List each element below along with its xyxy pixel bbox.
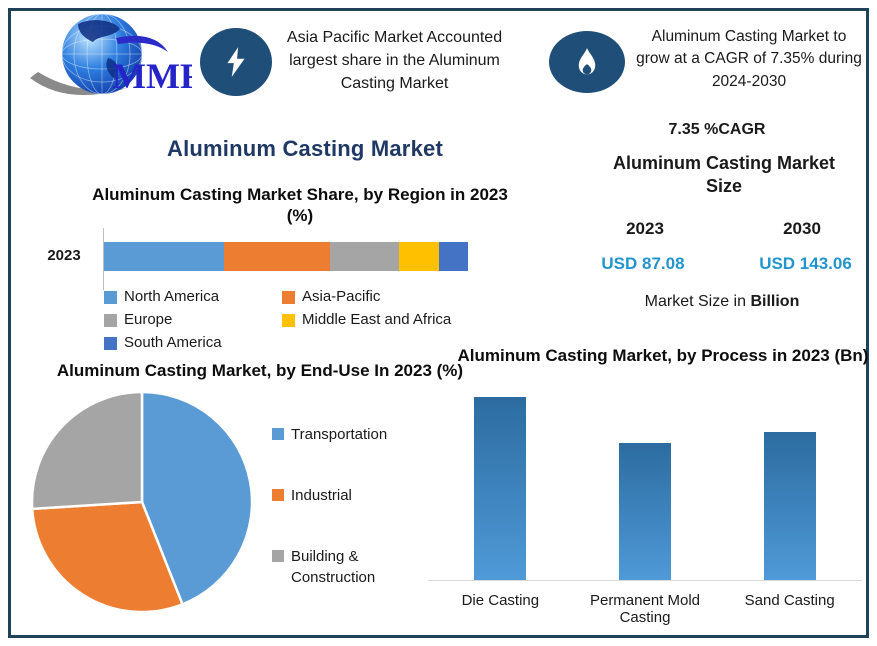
- end-use-legend-item: Building & Construction: [272, 546, 442, 588]
- legend-label: Middle East and Africa: [302, 311, 452, 328]
- legend-label: Building & Construction: [291, 548, 376, 586]
- legend-swatch: [104, 336, 117, 350]
- region-bar-segment: [224, 242, 330, 271]
- legend-label: Transportation: [291, 426, 388, 443]
- mmr-logo: MMR: [30, 13, 192, 96]
- process-bar-label: Permanent Mold Casting: [589, 592, 701, 626]
- market-size-note-prefix: Market Size in: [644, 293, 751, 310]
- process-bar: [763, 432, 816, 580]
- legend-swatch: [272, 489, 284, 501]
- process-bar-label: Sand Casting: [744, 592, 835, 609]
- year-2023: 2023: [626, 219, 664, 238]
- region-legend: North America Asia-Pacific Europe Middle Ea…: [104, 288, 484, 352]
- end-use-pie: [30, 390, 254, 614]
- legend-swatch: [104, 313, 117, 327]
- cagr-value: 7.35 %CAGR: [668, 121, 766, 138]
- page-title: Aluminum Casting Market: [167, 136, 443, 161]
- legend-swatch: [104, 290, 117, 304]
- legend-label: South America: [124, 334, 222, 351]
- market-size-2030: USD 143.06: [759, 254, 852, 273]
- year-2030: 2030: [783, 219, 821, 238]
- region-stacked-bar: [104, 242, 468, 271]
- legend-label: Asia-Pacific: [302, 288, 381, 305]
- process-bar-label: Die Casting: [461, 592, 540, 609]
- flame-badge: [549, 31, 625, 93]
- legend-label: Industrial: [291, 487, 352, 504]
- region-bar-segment: [329, 242, 399, 271]
- logo-text: MMR: [112, 56, 192, 96]
- market-size-2023: USD 87.08: [601, 254, 685, 273]
- legend-label: North America: [124, 288, 220, 305]
- pie-slice: [140, 390, 254, 606]
- pie-slice: [30, 500, 184, 614]
- process-chart-title: Aluminum Casting Market, by Process in 2…: [457, 346, 869, 365]
- process-bar: [474, 397, 527, 580]
- end-use-legend-item: Industrial: [272, 485, 442, 506]
- process-bars: [428, 390, 862, 581]
- flame-icon: [578, 48, 596, 75]
- end-use-legend: Transportation Industrial Building & Const…: [272, 424, 442, 588]
- market-size-title: Aluminum Casting Market Size: [612, 153, 836, 197]
- callout-cagr: Aluminum Casting Market to grow at a CAG…: [636, 28, 862, 90]
- region-legend-item: Europe: [104, 311, 282, 329]
- pie-slice: [30, 390, 144, 511]
- region-legend-item: Middle East and Africa: [282, 311, 484, 329]
- legend-swatch: [272, 428, 284, 440]
- region-legend-item: North America: [104, 288, 282, 306]
- region-legend-item: South America: [104, 334, 282, 352]
- lightning-icon: [227, 47, 245, 77]
- region-bar-segment: [398, 242, 439, 271]
- logo-swoosh: [30, 72, 127, 96]
- region-axis-line: [103, 228, 104, 290]
- region-bar-segment: [438, 242, 468, 271]
- legend-swatch: [272, 550, 284, 562]
- end-use-legend-item: Transportation: [272, 424, 442, 445]
- legend-label: Europe: [124, 311, 173, 328]
- region-bar-segment: [104, 242, 225, 271]
- lightning-badge: [200, 28, 272, 96]
- market-size-note: Market Size in Billion: [592, 293, 852, 311]
- end-use-chart-title: Aluminum Casting Market, by End-Use In 2…: [56, 361, 464, 380]
- legend-swatch: [282, 313, 295, 327]
- region-legend-item: Asia-Pacific: [282, 288, 484, 306]
- callout-asia-pacific: Asia Pacific Market Accounted largest sh…: [286, 29, 503, 93]
- page-border: [8, 8, 869, 638]
- process-bar: [618, 443, 671, 580]
- region-chart-title: Aluminum Casting Market Share, by Region…: [92, 185, 508, 226]
- region-axis-tick: 2023: [47, 247, 81, 264]
- legend-swatch: [282, 290, 295, 304]
- process-labels: Die Casting Permanent Mold Casting Sand Ca…: [428, 592, 862, 626]
- market-size-note-unit: Billion: [750, 293, 800, 310]
